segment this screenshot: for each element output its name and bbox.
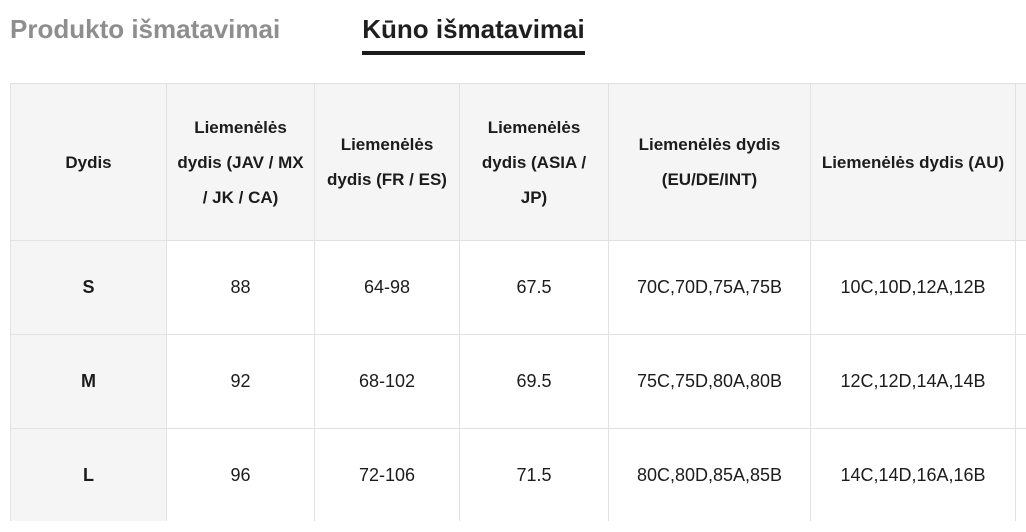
header-row: Dydis Liemenėlės dydis (JAV / MX / JK / … xyxy=(10,83,1026,241)
cell-bra-us: 96 xyxy=(166,428,315,521)
column-header-size: Dydis xyxy=(10,83,167,241)
tab-product-measurements[interactable]: Produkto išmatavimai xyxy=(10,14,281,44)
cell-clipped xyxy=(1015,240,1026,335)
column-header-bra-us: Liemenėlės dydis (JAV / MX / JK / CA) xyxy=(166,83,315,241)
cell-bra-fr: 64-98 xyxy=(314,240,460,335)
column-header-bra-eu: Liemenėlės dydis (EU/DE/INT) xyxy=(608,83,811,241)
cell-bra-au: 10C,10D,12A,12B xyxy=(810,240,1016,335)
cell-bra-fr: 68-102 xyxy=(314,334,460,429)
cell-bra-asia: 71.5 xyxy=(459,428,609,521)
table-row-s: S 88 64-98 67.5 70C,70D,75A,75B 10C,10D,… xyxy=(10,240,1026,335)
cell-size: S xyxy=(10,240,167,335)
cell-size: L xyxy=(10,428,167,521)
cell-bra-au: 12C,12D,14A,14B xyxy=(810,334,1016,429)
size-chart-table-container: Dydis Liemenėlės dydis (JAV / MX / JK / … xyxy=(10,83,1026,521)
cell-bra-us: 88 xyxy=(166,240,315,335)
cell-size: M xyxy=(10,334,167,429)
cell-bra-eu: 70C,70D,75A,75B xyxy=(608,240,811,335)
column-header-bra-asia: Liemenėlės dydis (ASIA / JP) xyxy=(459,83,609,241)
table-row-l: L 96 72-106 71.5 80C,80D,85A,85B 14C,14D… xyxy=(10,428,1026,521)
cell-clipped xyxy=(1015,428,1026,521)
cell-bra-asia: 69.5 xyxy=(459,334,609,429)
cell-bra-eu: 80C,80D,85A,85B xyxy=(608,428,811,521)
size-chart-table: Dydis Liemenėlės dydis (JAV / MX / JK / … xyxy=(10,83,1026,521)
cell-bra-fr: 72-106 xyxy=(314,428,460,521)
table-row-m: M 92 68-102 69.5 75C,75D,80A,80B 12C,12D… xyxy=(10,334,1026,429)
column-header-clipped xyxy=(1015,83,1026,241)
cell-clipped xyxy=(1015,334,1026,429)
size-chart-tabs: Produkto išmatavimai Kūno išmatavimai xyxy=(0,0,1026,56)
column-header-bra-fr: Liemenėlės dydis (FR / ES) xyxy=(314,83,460,241)
column-header-bra-au: Liemenėlės dydis (AU) xyxy=(810,83,1016,241)
cell-bra-eu: 75C,75D,80A,80B xyxy=(608,334,811,429)
cell-bra-asia: 67.5 xyxy=(459,240,609,335)
cell-bra-au: 14C,14D,16A,16B xyxy=(810,428,1016,521)
cell-bra-us: 92 xyxy=(166,334,315,429)
tab-body-measurements[interactable]: Kūno išmatavimai xyxy=(362,14,585,56)
